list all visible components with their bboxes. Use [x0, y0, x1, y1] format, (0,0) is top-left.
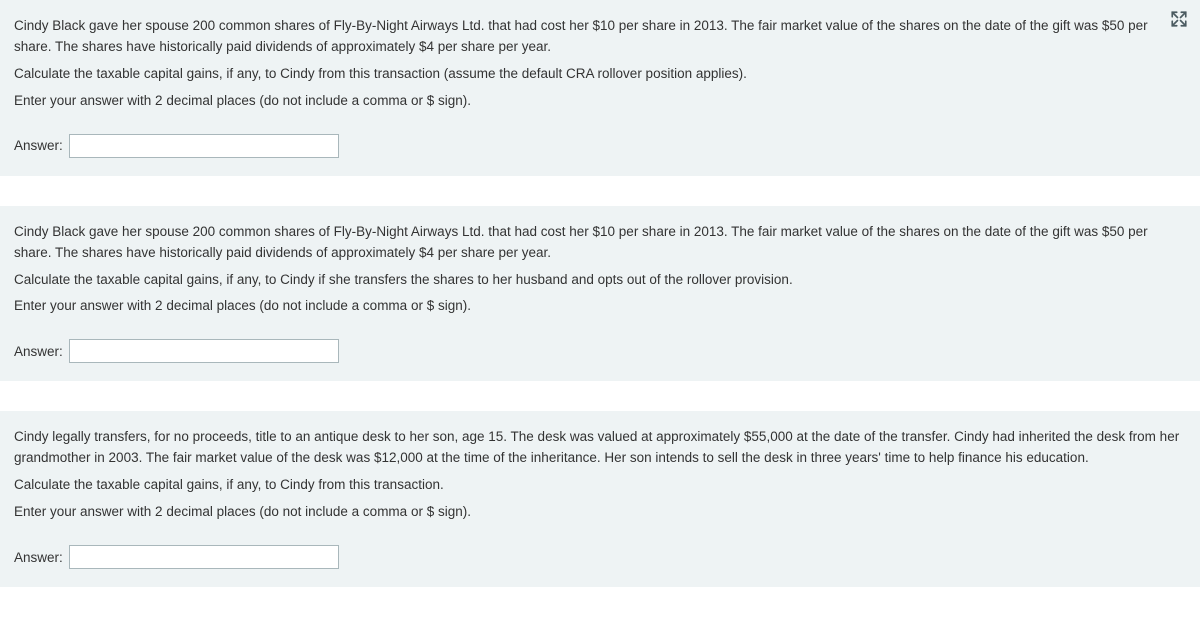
question-text: Calculate the taxable capital gains, if …: [14, 270, 1186, 291]
answer-label: Answer:: [14, 344, 63, 359]
question-text: Cindy Black gave her spouse 200 common s…: [14, 16, 1186, 58]
question-text: Calculate the taxable capital gains, if …: [14, 475, 1186, 496]
answer-row: Answer:: [14, 339, 1186, 363]
question-text: Calculate the taxable capital gains, if …: [14, 64, 1186, 85]
question-text: Cindy Black gave her spouse 200 common s…: [14, 222, 1186, 264]
answer-row: Answer:: [14, 545, 1186, 569]
answer-input[interactable]: [69, 134, 339, 158]
answer-label: Answer:: [14, 138, 63, 153]
question-text: Enter your answer with 2 decimal places …: [14, 91, 1186, 112]
answer-input[interactable]: [69, 339, 339, 363]
answer-row: Answer:: [14, 134, 1186, 158]
question-text: Cindy legally transfers, for no proceeds…: [14, 427, 1186, 469]
question-text: Enter your answer with 2 decimal places …: [14, 502, 1186, 523]
answer-input[interactable]: [69, 545, 339, 569]
question-text: Enter your answer with 2 decimal places …: [14, 296, 1186, 317]
expand-icon[interactable]: [1170, 10, 1188, 28]
answer-label: Answer:: [14, 550, 63, 565]
question-block: Cindy legally transfers, for no proceeds…: [0, 411, 1200, 587]
question-block: Cindy Black gave her spouse 200 common s…: [0, 206, 1200, 382]
question-block: Cindy Black gave her spouse 200 common s…: [0, 0, 1200, 176]
